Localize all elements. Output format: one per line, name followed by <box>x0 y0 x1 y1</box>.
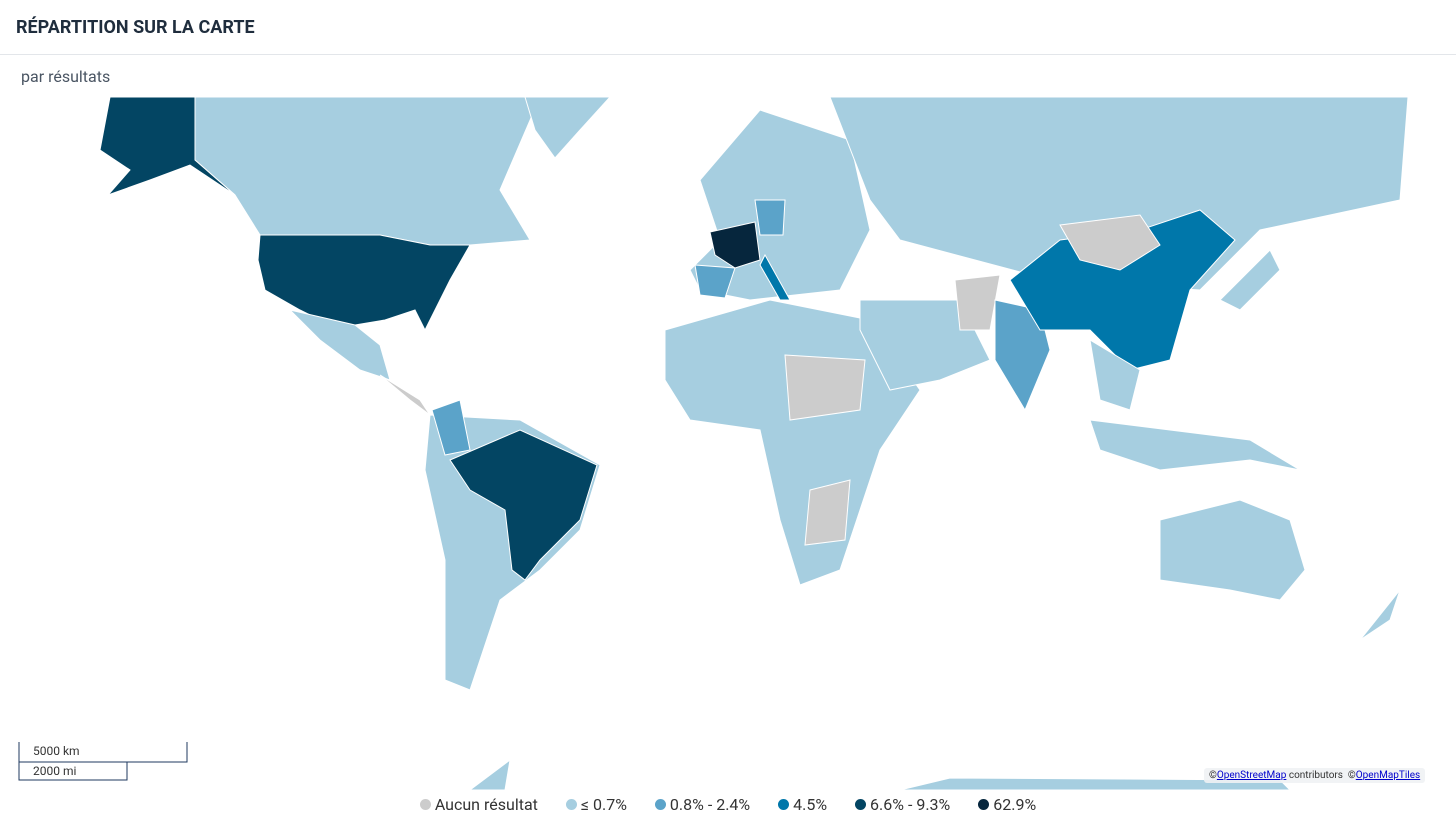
legend-item[interactable]: 6.6% - 9.3% <box>855 795 950 814</box>
attr-link[interactable]: OpenMapTiles <box>1355 770 1421 781</box>
legend-item[interactable]: ≤ 0.7% <box>565 795 627 814</box>
legend-item[interactable]: 4.5% <box>778 795 827 814</box>
legend-label: 6.6% - 9.3% <box>870 795 951 814</box>
attr-text: contributors © <box>1286 770 1356 781</box>
legend-label: 0.8% - 2.4% <box>669 795 751 814</box>
legend-item[interactable]: Aucun résultat <box>419 795 538 814</box>
scale-bar <box>18 742 188 781</box>
legend-swatch <box>654 799 666 810</box>
legend-label: Aucun résultat <box>434 795 538 814</box>
attr-text: © <box>1209 770 1217 781</box>
legend-swatch <box>855 799 867 810</box>
legend-label: 62.9% <box>993 795 1037 814</box>
legend-item[interactable]: 0.8% - 2.4% <box>654 795 751 814</box>
legend: Aucun résultat ≤ 0.7% 0.8% - 2.4% 4.5% 6.6% … <box>0 795 1456 814</box>
header: RÉPARTITION SUR LA CARTE <box>0 0 1456 55</box>
map-land <box>99 96 1409 791</box>
scale-km: 5000 km <box>33 744 80 758</box>
legend-label: 4.5% <box>793 795 828 814</box>
title: RÉPARTITION SUR LA CARTE <box>16 17 255 38</box>
subtitle: par résultats <box>21 67 111 86</box>
scale-mi: 2000 mi <box>33 764 77 778</box>
attribution: ©OpenStreetMap contributors ©OpenMapTile… <box>1204 768 1426 783</box>
attr-link[interactable]: OpenStreetMap <box>1216 770 1287 781</box>
legend-item[interactable]: 62.9% <box>978 795 1036 814</box>
legend-label: ≤ 0.7% <box>580 795 627 814</box>
legend-swatch <box>778 799 790 810</box>
legend-swatch <box>565 799 577 810</box>
legend-swatch <box>978 799 990 810</box>
legend-swatch <box>419 799 431 810</box>
